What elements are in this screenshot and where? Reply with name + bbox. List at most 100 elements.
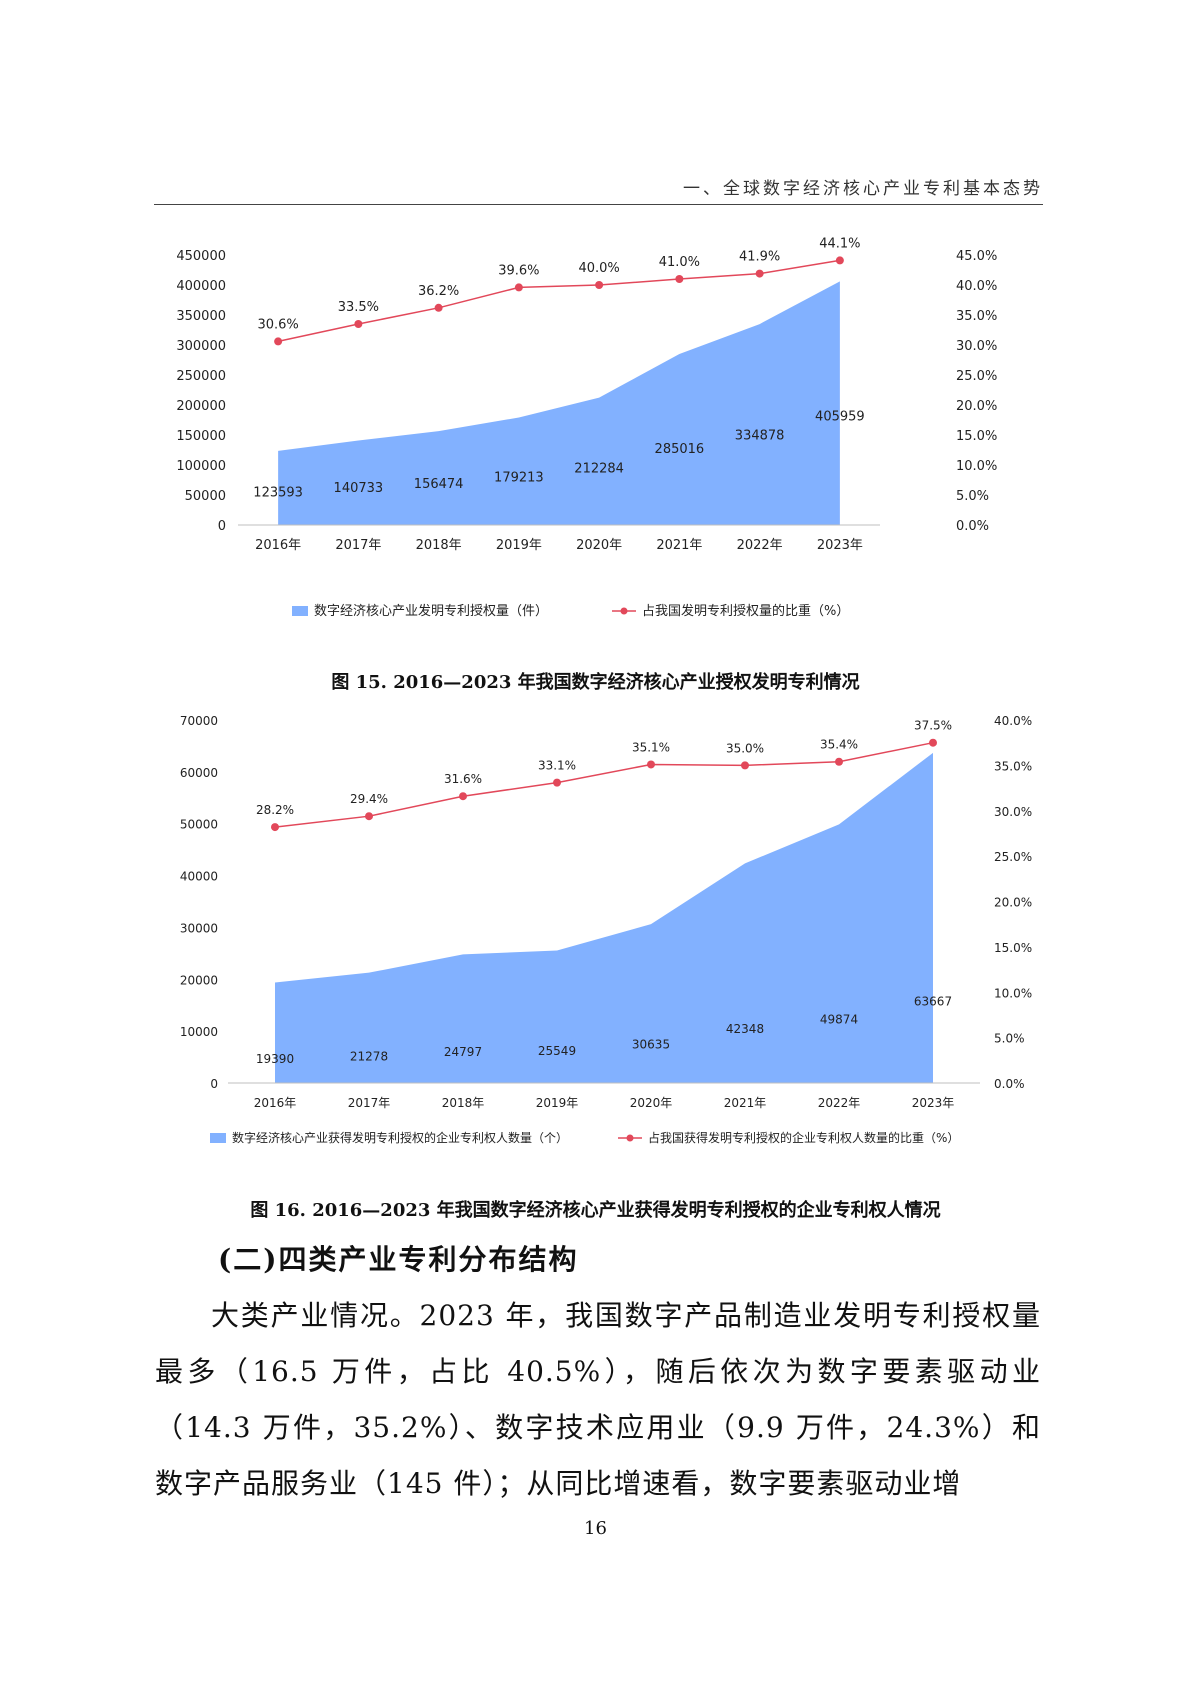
line-series [277,259,840,343]
area-data-label: 212284 [574,462,624,477]
line-data-label: 28.2% [256,803,294,817]
y-tick-label: 30000 [180,921,218,935]
figure-caption-16: 图 16. 2016—2023 年我国数字经济核心产业获得发明专利授权的企业专利… [250,1200,941,1221]
legend-label-line: 占我国发明专利授权量的比重（%） [642,603,849,619]
area-data-label: 24797 [444,1045,482,1059]
area-data-label: 156474 [414,477,464,492]
area-data-label: 179213 [494,471,544,486]
area-data-label: 30635 [632,1037,670,1051]
legend-label-area: 数字经济核心产业发明专利授权量（件） [314,603,548,619]
y2-tick-label: 10.0% [994,986,1032,1000]
area-data-label: 405959 [815,409,865,424]
x-tick-label: 2021年 [656,538,702,553]
x-tick-label: 2021年 [724,1096,767,1110]
y2-tick-label: 35.0% [994,759,1032,773]
line-data-label: 35.4% [820,738,858,752]
x-tick-label: 2022年 [818,1096,861,1110]
line-data-label: 33.1% [538,759,576,773]
y-tick-label: 300000 [176,339,226,354]
area-data-label: 334878 [735,429,785,444]
y-tick-label: 50000 [180,818,218,832]
body-paragraph: 大类产业情况。2023 年，我国数字产品制造业发明专利授权量最多（16.5 万件… [155,1299,1041,1500]
line-data-label: 37.5% [914,719,952,733]
y2-tick-label: 45.0% [956,249,997,264]
y2-tick-label: 20.0% [956,399,997,414]
line-point [459,792,467,801]
figure-caption-15: 图 15. 2016—2023 年我国数字经济核心产业授权发明专利情况 [331,672,860,693]
y-tick-label: 40000 [180,870,218,884]
line-point [553,778,561,787]
line-point [271,823,279,832]
y2-tick-label: 35.0% [956,309,997,324]
area-data-label: 25549 [538,1044,576,1058]
y-tick-label: 150000 [176,429,226,444]
x-tick-label: 2019年 [536,1096,579,1110]
area-data-label: 285016 [655,442,705,457]
x-tick-label: 2022年 [737,538,783,553]
x-tick-label: 2023年 [817,538,863,553]
x-tick-label: 2020年 [576,538,622,553]
line-point [675,275,684,283]
legend-swatch-area [292,606,308,616]
line-point [274,337,283,346]
y2-tick-label: 40.0% [956,279,997,294]
chart-fig15: 0 50000 100000 150000 200000 250000 300000 3500… [176,236,997,619]
line-point [595,281,604,289]
legend-swatch-area [210,1133,226,1143]
y2-tick-label: 20.0% [994,896,1032,910]
header-rule [154,204,1043,205]
y2-tick-label: 5.0% [994,1032,1025,1046]
y2-tick-label: 0.0% [994,1077,1025,1091]
y-tick-label: 70000 [180,714,218,728]
y2-tick-label: 5.0% [956,489,989,504]
x-tick-label: 2017年 [335,538,381,553]
line-data-label: 35.1% [632,740,670,754]
body-text: 大类产业情况。2023 年，我国数字产品制造业发明专利授权量最多（16.5 万件… [155,1288,1041,1512]
y2-tick-label: 30.0% [994,805,1032,819]
y-tick-label: 10000 [180,1025,218,1039]
line-point [365,812,373,821]
y-tick-label: 0 [210,1077,218,1091]
area-data-label: 140733 [334,481,384,496]
legend-point [620,607,628,615]
area-data-label: 63667 [914,994,952,1008]
y-tick-label: 250000 [176,369,226,384]
line-data-label: 44.1% [819,236,860,251]
line-point [741,761,749,770]
line-data-label: 39.6% [498,263,539,278]
y2-tick-label: 25.0% [994,850,1032,864]
x-tick-label: 2018年 [442,1096,485,1110]
y2-tick-label: 15.0% [956,429,997,444]
x-tick-label: 2018年 [416,538,462,553]
legend-point [626,1134,634,1142]
line-data-label: 41.0% [659,255,700,270]
area-data-label: 42348 [726,1022,764,1036]
x-tick-label: 2020年 [630,1096,673,1110]
y-tick-label: 50000 [185,489,226,504]
line-point [929,738,937,747]
y2-tick-label: 30.0% [956,339,997,354]
section-heading: (二)四类产业专利分布结构 [218,1243,579,1276]
chart-fig16: 0 10000 20000 30000 40000 50000 60000 70000 0.0%… [180,714,1032,1145]
area-data-label: 21278 [350,1049,388,1063]
x-tick-label: 2016年 [255,538,301,553]
y-tick-label: 200000 [176,399,226,414]
y2-tick-label: 25.0% [956,369,997,384]
line-point [835,256,844,265]
area-data-label: 49874 [820,1012,858,1026]
page-number: 16 [584,1518,607,1539]
line-data-label: 31.6% [444,772,482,786]
line-data-label: 40.0% [578,261,619,276]
legend-label-line: 占我国获得发明专利授权的企业专利权人数量的比重（%） [648,1130,959,1145]
line-point [835,757,843,766]
line-data-label: 36.2% [418,284,459,299]
line-data-label: 30.6% [257,317,298,332]
y2-tick-label: 0.0% [956,519,989,534]
x-tick-label: 2023年 [912,1096,955,1110]
area-series [278,281,840,525]
line-data-label: 41.9% [739,250,780,265]
running-header: 一、全球数字经济核心产业专利基本态势 [683,179,1043,199]
line-point [647,760,655,769]
area-data-label: 19390 [256,1052,294,1066]
line-point [434,303,443,312]
